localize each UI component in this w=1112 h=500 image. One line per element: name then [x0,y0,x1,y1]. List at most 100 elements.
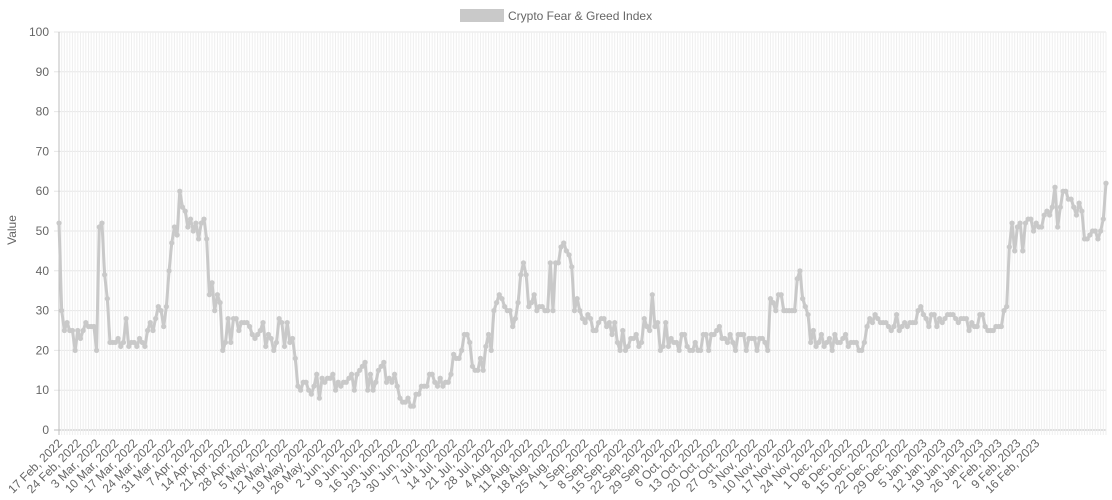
data-point[interactable] [617,347,623,353]
data-point[interactable] [432,379,438,385]
data-point[interactable] [630,335,637,342]
data-point[interactable] [979,311,986,318]
data-point[interactable] [899,323,905,330]
data-point[interactable] [681,331,688,338]
data-point[interactable] [730,339,736,346]
data-point[interactable] [531,292,537,298]
data-point[interactable] [563,248,569,254]
data-point[interactable] [582,319,588,326]
data-point[interactable] [281,343,288,350]
data-point[interactable] [397,395,403,401]
data-point[interactable] [77,335,84,342]
data-point[interactable] [826,335,833,342]
data-point[interactable] [279,319,285,326]
data-point[interactable] [469,363,476,369]
data-point[interactable] [59,308,65,314]
data-point[interactable] [187,216,194,222]
data-point[interactable] [91,323,97,330]
data-point[interactable] [934,323,940,330]
data-point[interactable] [319,375,325,381]
data-point[interactable] [1038,224,1045,230]
data-point[interactable] [816,339,822,346]
data-point[interactable] [765,347,771,353]
data-point[interactable] [743,347,749,353]
data-point[interactable] [684,343,690,350]
data-point[interactable] [655,319,661,326]
data-point[interactable] [134,343,140,350]
data-point[interactable] [853,339,859,346]
data-point[interactable] [244,319,250,326]
data-point[interactable] [410,403,416,409]
data-point[interactable] [829,347,835,353]
data-point[interactable] [193,220,199,226]
data-point[interactable] [1041,212,1047,218]
data-point[interactable] [171,224,178,230]
data-point[interactable] [131,339,137,346]
data-point[interactable] [206,292,212,298]
data-point[interactable] [61,327,67,334]
data-point[interactable] [375,367,382,373]
data-point[interactable] [1087,232,1093,238]
data-point[interactable] [571,308,578,314]
data-point[interactable] [1014,224,1021,230]
data-point[interactable] [1076,200,1082,206]
data-point[interactable] [1020,248,1026,254]
data-point[interactable] [330,371,336,377]
data-point[interactable] [260,319,266,326]
data-point[interactable] [83,319,89,326]
data-point[interactable] [663,319,669,326]
data-point[interactable] [150,327,156,334]
data-point[interactable] [1028,216,1034,222]
data-point[interactable] [75,327,81,334]
data-point[interactable] [767,296,774,302]
data-point[interactable] [257,327,263,334]
data-point[interactable] [520,260,527,266]
data-point[interactable] [247,323,253,330]
data-point[interactable] [115,335,121,342]
data-point[interactable] [102,272,108,278]
data-point[interactable] [351,387,357,393]
data-point[interactable] [918,304,924,310]
data-point[interactable] [136,335,143,342]
data-point[interactable] [475,367,481,373]
data-point[interactable] [778,292,784,298]
data-point[interactable] [314,371,320,377]
data-point[interactable] [354,371,360,377]
data-point[interactable] [794,276,800,282]
data-point[interactable] [1068,196,1074,202]
data-point[interactable] [370,387,376,393]
data-point[interactable] [322,379,328,385]
data-point[interactable] [440,383,446,389]
data-point[interactable] [902,319,908,326]
data-point[interactable] [311,383,317,389]
data-point[interactable] [80,327,86,334]
data-point[interactable] [292,355,298,361]
data-point[interactable] [179,204,186,210]
data-point[interactable] [1098,228,1104,234]
data-point[interactable] [209,280,215,286]
data-point[interactable] [942,315,948,322]
data-point[interactable] [284,319,290,326]
data-point[interactable] [698,347,704,353]
data-point[interactable] [894,311,900,318]
data-point[interactable] [842,331,849,338]
data-point[interactable] [716,323,723,330]
data-point[interactable] [451,351,457,357]
data-point[interactable] [1100,216,1106,222]
data-point[interactable] [727,331,733,338]
data-point[interactable] [974,323,980,330]
data-point[interactable] [528,300,535,306]
data-point[interactable] [821,343,827,350]
data-point[interactable] [810,327,816,334]
data-point[interactable] [861,339,867,346]
data-point[interactable] [289,335,296,342]
data-point[interactable] [485,331,492,338]
data-point[interactable] [327,375,333,381]
data-point[interactable] [593,327,599,334]
data-point[interactable] [824,339,830,346]
data-point[interactable] [550,308,556,314]
data-point[interactable] [888,327,894,334]
data-point[interactable] [185,224,191,230]
data-point[interactable] [703,331,709,338]
data-point[interactable] [394,383,400,389]
